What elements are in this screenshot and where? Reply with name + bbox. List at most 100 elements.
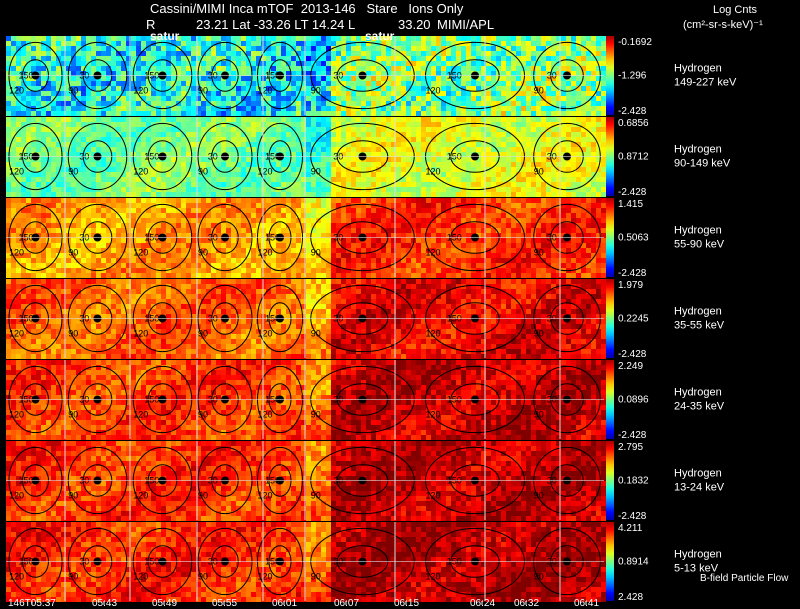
heat-cell [391,172,396,177]
heat-cell [286,111,291,116]
heat-cell [206,253,211,258]
heat-cell [561,86,566,91]
heat-cell [411,117,416,122]
heat-cell [441,111,446,116]
heat-cell [176,127,181,132]
heat-cell [346,162,351,167]
heat-cell [106,106,111,111]
heat-cell [361,61,366,66]
heat-cell [41,152,46,157]
heat-cell [51,152,56,157]
heat-cell [201,172,206,177]
heat-cell [426,147,431,152]
heat-cell [231,243,236,248]
heat-cell [281,41,286,46]
heat-cell [191,248,196,253]
heat-cell [356,41,361,46]
heat-cell [161,147,166,152]
heat-cell [196,253,201,258]
heat-cell [321,203,326,208]
heat-cell [396,41,401,46]
heat-cell [151,101,156,106]
heat-cell [176,258,181,263]
heat-cell [226,117,231,122]
heat-cell [121,147,126,152]
heat-cell [136,238,141,243]
heat-cell [401,177,406,182]
heat-cell [396,56,401,61]
heat-cell [246,152,251,157]
heat-cell [466,127,471,132]
heat-cell [21,91,26,96]
heat-cell [306,263,311,268]
heat-cell [276,167,281,172]
heat-cell [386,177,391,182]
heat-cell [491,177,496,182]
heat-cell [366,162,371,167]
heat-cell [376,172,381,177]
heat-cell [421,41,426,46]
heat-cell [376,117,381,122]
heat-cell [596,127,601,132]
heat-cell [41,238,46,243]
heat-cell [141,203,146,208]
heat-cell [111,243,116,248]
heat-cell [91,96,96,101]
heat-cell [51,81,56,86]
heat-cell [396,142,401,147]
heat-cell [361,51,366,56]
heat-cell [131,122,136,127]
heat-cell [316,258,321,263]
heat-cell [286,218,291,223]
heat-cell [166,238,171,243]
heat-cell [416,137,421,142]
heat-cell [361,86,366,91]
heat-cell [256,218,261,223]
heat-cell [126,111,131,116]
heat-cell [541,86,546,91]
heat-cell [66,127,71,132]
heat-cell [501,66,506,71]
heat-cell [236,243,241,248]
heat-cell [421,127,426,132]
heat-cell [11,66,16,71]
heat-cell [246,268,251,273]
heat-cell [201,213,206,218]
heat-cell [116,238,121,243]
heat-cell [201,142,206,147]
heat-cell [536,51,541,56]
heat-cell [511,147,516,152]
heat-cell [46,208,51,213]
heat-cell [266,248,271,253]
heat-cell [456,167,461,172]
heat-cell [451,91,456,96]
heat-cell [181,208,186,213]
heat-cell [56,177,61,182]
heat-cell [586,111,591,116]
heat-cell [336,71,341,76]
heat-cell [6,132,11,137]
heat-cell [96,167,101,172]
heat-cell [511,61,516,66]
heat-cell [351,132,356,137]
heat-cell [121,218,126,223]
heat-cell [126,122,131,127]
heat-cell [326,137,331,142]
heat-cell [271,218,276,223]
heat-cell [536,41,541,46]
heat-cell [116,203,121,208]
heat-cell [171,101,176,106]
heat-cell [241,243,246,248]
heat-cell [286,137,291,142]
heat-cell [126,253,131,258]
heat-cell [31,56,36,61]
heat-cell [286,46,291,51]
heat-cell [486,137,491,142]
heat-cell [301,238,306,243]
heat-cell [581,96,586,101]
heat-cell [136,117,141,122]
heat-cell [571,56,576,61]
heat-cell [591,36,596,41]
heat-cell [86,167,91,172]
heat-cell [341,81,346,86]
